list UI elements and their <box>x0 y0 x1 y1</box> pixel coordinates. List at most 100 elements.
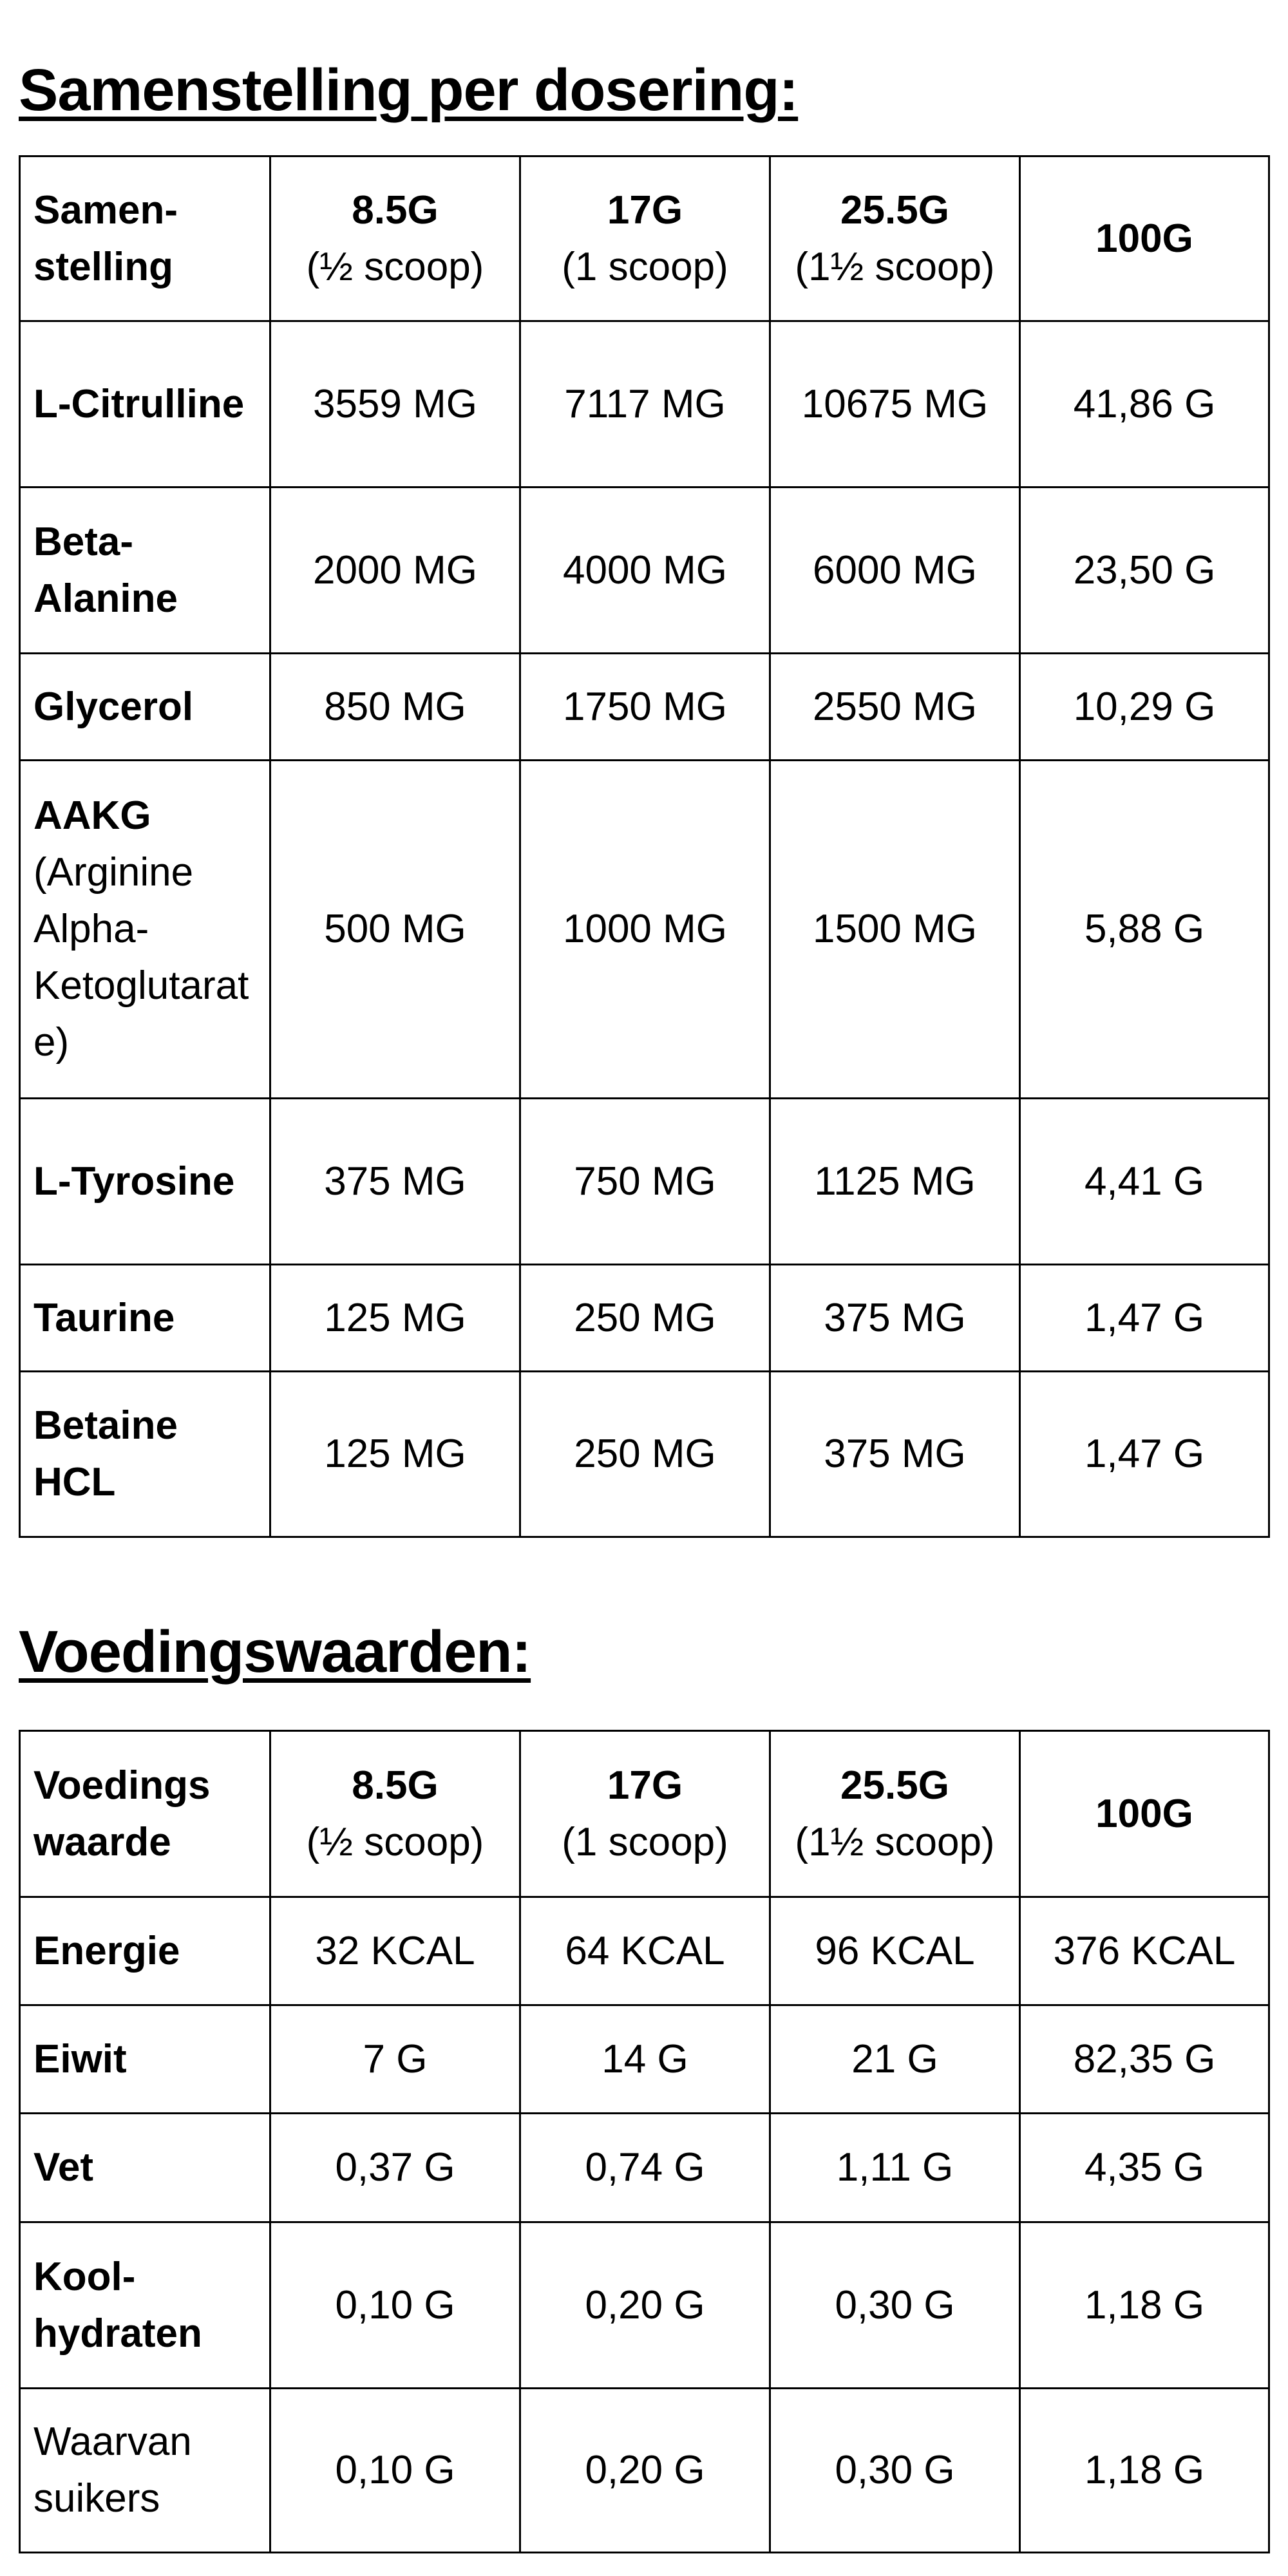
row-note: (Arginine Alpha-Ketoglutarate) <box>33 850 249 1065</box>
nutrition-title: Voedingswaarden: <box>19 1619 531 1685</box>
dose-amount: 100G <box>1095 1791 1193 1836</box>
row-name: Beta-Alanine <box>33 519 178 621</box>
value-cell: 500 MG <box>269 759 521 1099</box>
table-row: Waarvan suikers 0,10 G 0,20 G 0,30 G 1,18 G <box>19 2387 1270 2553</box>
header-row: Voedings waarde 8.5G (½ scoop) 17G (1 scoop)… <box>19 1730 1270 1898</box>
value-cell: 375 MG <box>769 1264 1021 1372</box>
header-dose-cell: 8.5G (½ scoop) <box>269 1730 521 1898</box>
value-cell: 1500 MG <box>769 759 1021 1099</box>
header-dose-cell: 25.5G (1½ scoop) <box>769 155 1021 322</box>
value-cell: 375 MG <box>769 1370 1021 1538</box>
value-cell: 376 KCAL <box>1019 1896 1270 2006</box>
value-cell: 0,37 G <box>269 2112 521 2223</box>
header-dose-cell: 17G (1 scoop) <box>519 155 771 322</box>
header-dose-cell: 17G (1 scoop) <box>519 1730 771 1898</box>
value-cell: 96 KCAL <box>769 1896 1021 2006</box>
value-cell: 1,47 G <box>1019 1370 1270 1538</box>
table-row: AAKG (Arginine Alpha-Ketoglutarate) 500 M… <box>19 759 1270 1099</box>
dose-scoop: (1½ scoop) <box>795 244 995 289</box>
value-cell: 7 G <box>269 2004 521 2114</box>
value-cell: 125 MG <box>269 1264 521 1372</box>
value-cell: 3559 MG <box>269 320 521 488</box>
value-cell: 125 MG <box>269 1370 521 1538</box>
value-cell: 1,11 G <box>769 2112 1021 2223</box>
table-row: Kool-hydraten 0,10 G 0,20 G 0,30 G 1,18 G <box>19 2221 1270 2389</box>
header-label: Voedings waarde <box>19 1730 271 1898</box>
row-label: AAKG (Arginine Alpha-Ketoglutarate) <box>19 759 271 1099</box>
row-name: Taurine <box>33 1295 175 1340</box>
table-row: L-Citrulline 3559 MG 7117 MG 10675 MG 41,86 … <box>19 320 1270 488</box>
value-cell: 10,29 G <box>1019 652 1270 761</box>
value-cell: 1750 MG <box>519 652 771 761</box>
value-cell: 250 MG <box>519 1264 771 1372</box>
row-label: Waarvan suikers <box>19 2387 271 2553</box>
value-cell: 250 MG <box>519 1370 771 1538</box>
value-cell: 0,30 G <box>769 2221 1021 2389</box>
value-cell: 0,20 G <box>519 2221 771 2389</box>
value-cell: 82,35 G <box>1019 2004 1270 2114</box>
header-dose-cell: 100G <box>1019 1730 1270 1898</box>
value-cell: 0,10 G <box>269 2221 521 2389</box>
value-cell: 32 KCAL <box>269 1896 521 2006</box>
row-label: Eiwit <box>19 2004 271 2114</box>
row-name: L-Citrulline <box>33 381 245 426</box>
dose-amount: 17G <box>607 1763 683 1808</box>
header-dose-cell: 25.5G (1½ scoop) <box>769 1730 1021 1898</box>
row-name: Glycerol <box>33 684 194 729</box>
value-cell: 4000 MG <box>519 486 771 654</box>
row-label: Energie <box>19 1896 271 2006</box>
value-cell: 6000 MG <box>769 486 1021 654</box>
value-cell: 10675 MG <box>769 320 1021 488</box>
table-row: Glycerol 850 MG 1750 MG 2550 MG 10,29 G <box>19 652 1270 761</box>
value-cell: 41,86 G <box>1019 320 1270 488</box>
row-label: L-Citrulline <box>19 320 271 488</box>
row-label: L-Tyrosine <box>19 1097 271 1265</box>
header-label: Samen- stelling <box>19 155 271 322</box>
value-cell: 2550 MG <box>769 652 1021 761</box>
value-cell: 0,20 G <box>519 2387 771 2553</box>
nutrition-table: Voedings waarde 8.5G (½ scoop) 17G (1 scoop)… <box>19 1730 1270 2553</box>
dose-scoop: (½ scoop) <box>306 1819 484 1864</box>
value-cell: 7117 MG <box>519 320 771 488</box>
dose-amount: 25.5G <box>840 1763 949 1808</box>
dose-scoop: (1½ scoop) <box>795 1819 995 1864</box>
value-cell: 1000 MG <box>519 759 771 1099</box>
row-name: Eiwit <box>33 2036 127 2081</box>
value-cell: 64 KCAL <box>519 1896 771 2006</box>
value-cell: 0,30 G <box>769 2387 1021 2553</box>
table-row: L-Tyrosine 375 MG 750 MG 1125 MG 4,41 G <box>19 1097 1270 1265</box>
value-cell: 1125 MG <box>769 1097 1021 1265</box>
value-cell: 0,10 G <box>269 2387 521 2553</box>
dose-scoop: (½ scoop) <box>306 244 484 289</box>
row-name: AAKG <box>33 793 151 838</box>
value-cell: 2000 MG <box>269 486 521 654</box>
row-label: Vet <box>19 2112 271 2223</box>
header-row: Samen- stelling 8.5G (½ scoop) 17G (1 scoop)… <box>19 155 1270 322</box>
table-row: Vet 0,37 G 0,74 G 1,11 G 4,35 G <box>19 2112 1270 2223</box>
value-cell: 850 MG <box>269 652 521 761</box>
dose-amount: 25.5G <box>840 187 949 232</box>
row-name: Betaine HCL <box>33 1403 178 1504</box>
table-row: Beta-Alanine 2000 MG 4000 MG 6000 MG 23,50 G <box>19 486 1270 654</box>
value-cell: 750 MG <box>519 1097 771 1265</box>
table-row: Energie 32 KCAL 64 KCAL 96 KCAL 376 KCAL <box>19 1896 1270 2006</box>
table-row: Betaine HCL 125 MG 250 MG 375 MG 1,47 G <box>19 1370 1270 1538</box>
header-dose-cell: 8.5G (½ scoop) <box>269 155 521 322</box>
dose-scoop: (1 scoop) <box>562 244 728 289</box>
dose-amount: 8.5G <box>352 187 439 232</box>
row-label: Kool-hydraten <box>19 2221 271 2389</box>
row-name: Kool-hydraten <box>33 2254 202 2356</box>
composition-title: Samenstelling per dosering: <box>19 57 799 123</box>
dose-amount: 17G <box>607 187 683 232</box>
row-name: Energie <box>33 1928 180 1973</box>
value-cell: 14 G <box>519 2004 771 2114</box>
dose-amount: 8.5G <box>352 1763 439 1808</box>
dose-amount: 100G <box>1095 216 1193 261</box>
composition-table: Samen- stelling 8.5G (½ scoop) 17G (1 scoop)… <box>19 155 1270 1538</box>
row-name: Vet <box>33 2145 94 2190</box>
value-cell: 4,35 G <box>1019 2112 1270 2223</box>
value-cell: 23,50 G <box>1019 486 1270 654</box>
value-cell: 21 G <box>769 2004 1021 2114</box>
value-cell: 1,18 G <box>1019 2387 1270 2553</box>
row-name: L-Tyrosine <box>33 1159 235 1204</box>
